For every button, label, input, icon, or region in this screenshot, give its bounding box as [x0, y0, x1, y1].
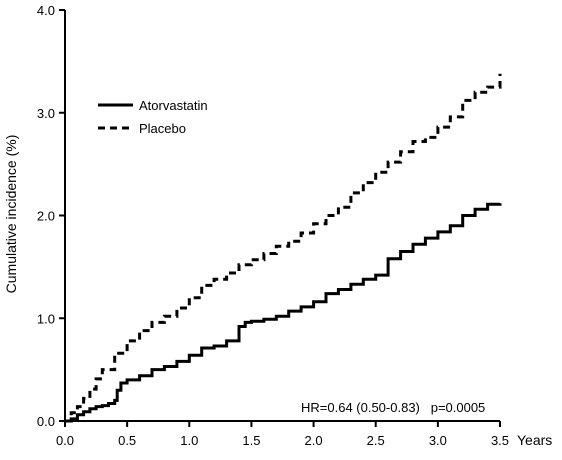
- y-tick-label: 4.0: [37, 3, 55, 18]
- y-tick-label: 2.0: [37, 209, 55, 224]
- series-line-atorvastatin: [65, 202, 502, 423]
- x-tick-label: 0.0: [56, 433, 74, 448]
- legend-label-placebo: Placebo: [139, 121, 186, 136]
- y-axis-title: Cumulative incidence (%): [3, 135, 19, 294]
- series-line-placebo: [65, 73, 502, 423]
- axes: 0.0 1.0 2.0 3.0 4.0 0.0 0.5 1.0 1.5 2.0 2.5 3.0 3.5: [37, 3, 509, 448]
- x-tick-label: 2.5: [367, 433, 385, 448]
- x-tick-label: 1.0: [180, 433, 198, 448]
- y-tick-label: 0.0: [37, 414, 55, 429]
- legend: Atorvastatin Placebo: [98, 98, 208, 136]
- x-tick-label: 2.0: [305, 433, 323, 448]
- x-tick-label: 1.5: [242, 433, 260, 448]
- hazard-ratio-annotation: HR=0.64 (0.50-0.83) p=0.0005: [301, 400, 485, 415]
- x-axis-title: Years: [517, 432, 552, 448]
- x-tick-label: 3.5: [491, 433, 509, 448]
- x-tick-label: 0.5: [118, 433, 136, 448]
- legend-label-atorvastatin: Atorvastatin: [139, 98, 208, 113]
- series-layer: [65, 73, 502, 423]
- y-tick-label: 3.0: [37, 106, 55, 121]
- x-tick-label: 3.0: [429, 433, 447, 448]
- y-tick-label: 1.0: [37, 311, 55, 326]
